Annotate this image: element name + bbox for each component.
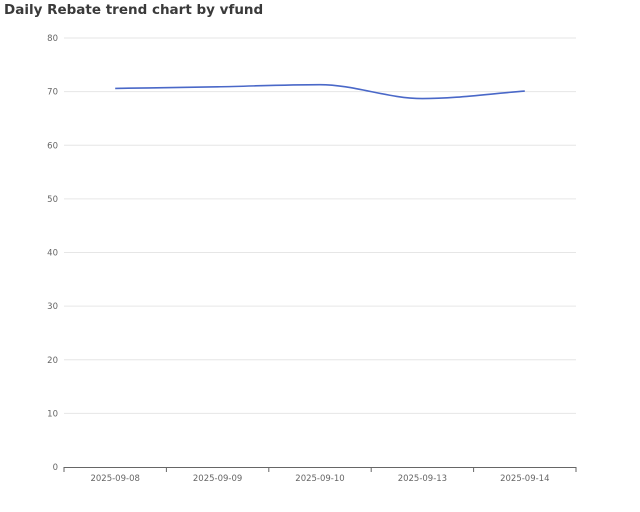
y-tick-label: 60 xyxy=(47,141,58,151)
y-tick-label: 40 xyxy=(47,249,58,259)
x-tick-label: 2025-09-09 xyxy=(193,474,242,484)
y-tick-label: 80 xyxy=(47,34,58,44)
chart-title: Daily Rebate trend chart by vfund xyxy=(4,2,264,18)
x-tick-label: 2025-09-10 xyxy=(295,474,344,484)
y-tick-label: 0 xyxy=(53,463,58,473)
y-tick-label: 20 xyxy=(47,356,58,366)
series-line xyxy=(115,83,525,100)
x-tick-label: 2025-09-13 xyxy=(398,474,447,484)
y-tick-label: 10 xyxy=(47,409,58,419)
x-tick-label: 2025-09-14 xyxy=(500,474,549,484)
y-tick-label: 50 xyxy=(47,195,58,205)
y-tick-label: 30 xyxy=(47,302,58,312)
y-tick-label: 70 xyxy=(47,88,58,98)
x-tick-label: 2025-09-08 xyxy=(90,474,139,484)
